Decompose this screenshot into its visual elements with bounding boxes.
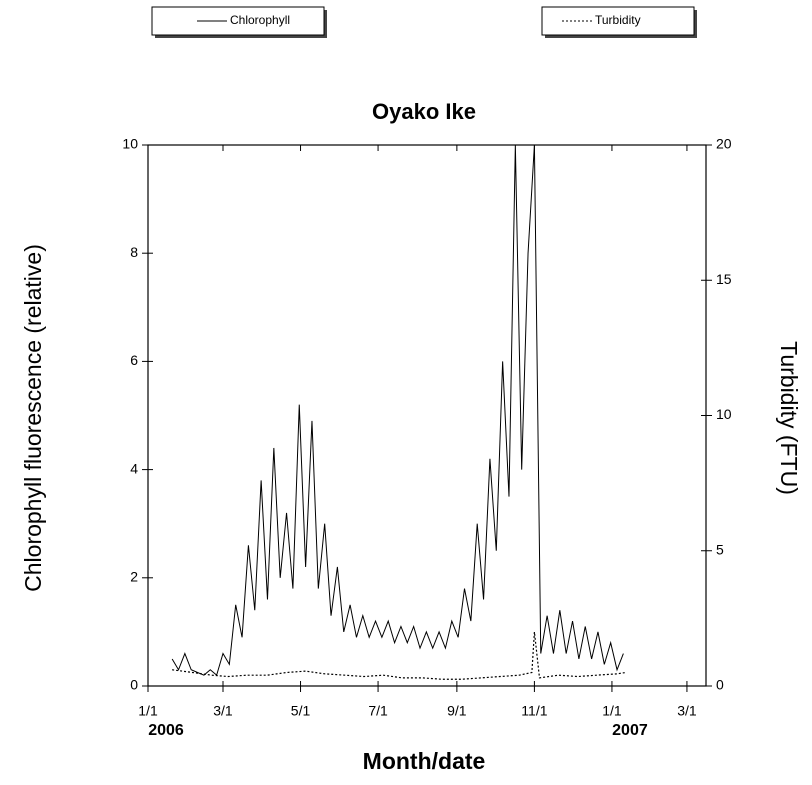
y-tick-label: 8 (130, 244, 138, 260)
x-axis-title: Month/date (363, 748, 486, 774)
x-tick-label: 3/1 (677, 703, 697, 719)
year-label: 2006 (148, 722, 184, 739)
legend-box (541, 6, 695, 36)
y-axis-title: Chlorophyll fluorescence (relative) (20, 244, 46, 592)
y-tick-label: 0 (130, 677, 138, 693)
series-line (171, 145, 624, 677)
x-tick-label: 9/1 (447, 703, 467, 719)
plot-frame (147, 144, 707, 687)
x-tick-label: 1/1 (602, 703, 622, 719)
y-tick-label: 10 (122, 136, 138, 152)
series-line (172, 631, 627, 680)
x-tick-label: 11/1 (521, 703, 547, 719)
y2-tick-label: 5 (716, 541, 724, 557)
y-tick-label: 6 (130, 352, 138, 368)
x-tick-label: 5/1 (291, 703, 311, 719)
y-tick-label: 4 (130, 460, 138, 476)
y2-tick-label: 0 (716, 677, 724, 693)
legend-box (151, 6, 325, 36)
y2-tick-label: 10 (716, 406, 732, 422)
legend-label: Turbidity (595, 13, 641, 27)
x-tick-label: 7/1 (368, 703, 388, 719)
year-label: 2007 (612, 722, 648, 739)
legend-label: Chlorophyll (230, 13, 290, 27)
y-tick-label: 2 (130, 569, 138, 585)
y2-tick-label: 15 (716, 271, 732, 287)
y2-tick-label: 20 (716, 136, 732, 152)
chart-title: Oyako Ike (372, 99, 476, 124)
x-tick-label: 3/1 (213, 703, 233, 719)
y2-axis-title: Turbidity (FTU) (776, 341, 802, 495)
x-tick-label: 1/1 (138, 703, 158, 719)
plot-area (171, 145, 627, 680)
